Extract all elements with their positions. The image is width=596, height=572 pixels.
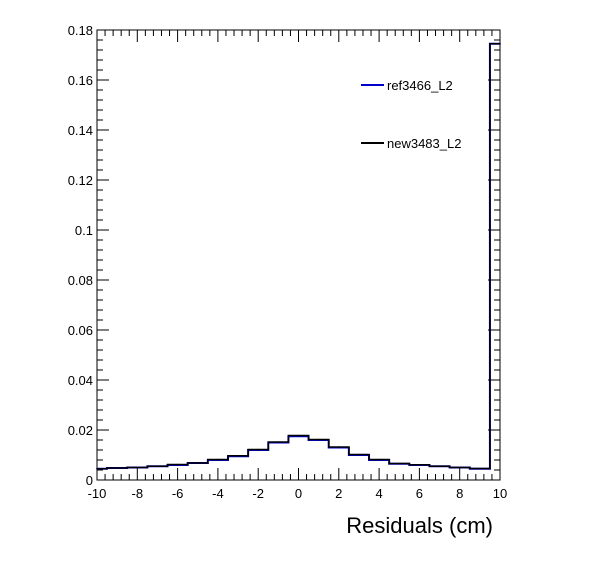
data-point-new3483_L2 [297,434,300,437]
x-axis-ticks: -10 -8 -6 -4 -2 0 2 4 6 8 10 [88,30,507,501]
data-point-new3483_L2 [499,42,501,45]
data-point-new3483_L2 [317,438,320,441]
data-point-new3483_L2 [398,462,401,465]
x-tick-label: 4 [375,486,382,501]
y-tick-label: 0.04 [68,373,93,388]
data-point-new3483_L2 [438,465,441,468]
y-tick-label: 0.02 [68,423,93,438]
data-point-new3483_L2 [378,458,380,461]
data-point-new3483_L2 [257,448,260,451]
data-point-new3483_L2 [156,465,159,468]
data-point-new3483_L2 [116,467,118,469]
y-tick-label: 0.1 [75,223,93,238]
x-axis-title: Residuals (cm) [346,513,493,538]
legend-label-new: new3483_L2 [387,136,461,151]
series-layer [96,42,501,470]
y-tick-label: 0.18 [68,23,93,38]
data-point-new3483_L2 [479,467,481,470]
y-tick-label: 0.16 [68,73,93,88]
y-tick-label: 0.14 [68,123,93,138]
x-tick-label: -6 [172,486,184,501]
y-tick-label: 0.06 [68,323,93,338]
data-point-new3483_L2 [338,446,340,448]
x-tick-label: 2 [335,486,342,501]
x-tick-label: -8 [132,486,144,501]
y-axis-ticks: 0 0.02 0.04 0.06 0.08 0.1 0.12 0.14 0.16 0.18 [68,23,500,488]
data-point-new3483_L2 [217,458,219,461]
legend: ref3466_L2 new3483_L2 [356,68,484,168]
x-tick-label: 0 [295,486,302,501]
x-tick-label: -2 [252,486,264,501]
y-tick-label: 0.08 [68,273,93,288]
data-point-new3483_L2 [458,466,461,469]
y-tick-label: 0.12 [68,173,93,188]
data-point-new3483_L2 [176,463,179,466]
data-point-new3483_L2 [237,454,239,457]
y-tick-label: 0 [86,473,93,488]
data-point-new3483_L2 [418,463,421,466]
legend-label-ref: ref3466_L2 [387,78,453,93]
data-point-new3483_L2 [277,441,280,443]
data-point-new3483_L2 [196,462,199,464]
data-point-new3483_L2 [358,453,360,456]
data-point-new3483_L2 [96,467,98,470]
x-tick-label: -10 [88,486,107,501]
data-point-new3483_L2 [136,466,139,469]
x-tick-label: 10 [493,486,507,501]
x-tick-label: -4 [212,486,224,501]
x-tick-label: 8 [456,486,463,501]
x-tick-label: 6 [416,486,423,501]
